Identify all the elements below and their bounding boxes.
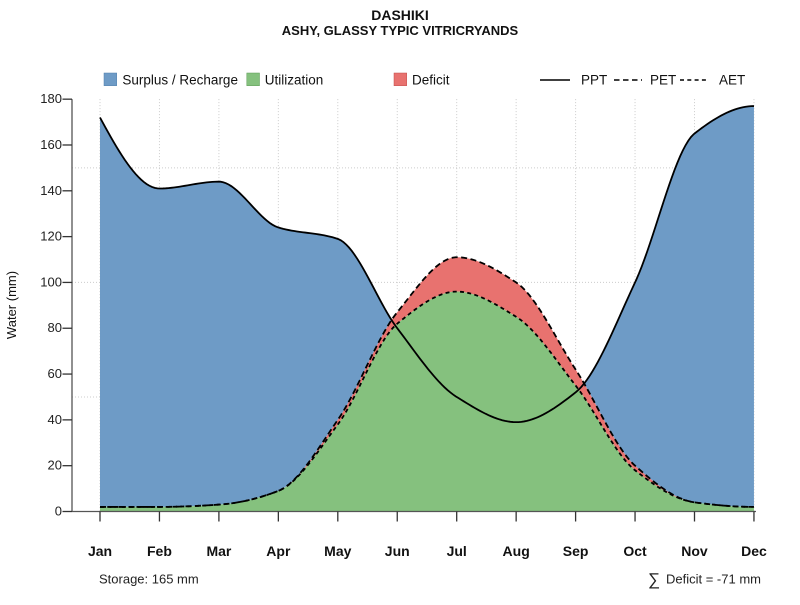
svg-text:Feb: Feb	[147, 543, 172, 559]
svg-text:Jun: Jun	[385, 543, 410, 559]
svg-text:Mar: Mar	[206, 543, 231, 559]
svg-text:ASHY, GLASSY TYPIC VITRICRYAND: ASHY, GLASSY TYPIC VITRICRYANDS	[282, 23, 519, 38]
svg-text:Oct: Oct	[623, 543, 647, 559]
svg-text:Nov: Nov	[681, 543, 708, 559]
svg-text:80: 80	[48, 320, 62, 335]
svg-text:Jul: Jul	[447, 543, 467, 559]
svg-text:Utilization: Utilization	[265, 73, 324, 88]
svg-text:Apr: Apr	[266, 543, 291, 559]
svg-text:Surplus / Recharge: Surplus / Recharge	[122, 73, 238, 88]
svg-text:Dec: Dec	[741, 543, 767, 559]
svg-text:Jan: Jan	[88, 543, 112, 559]
svg-text:PET: PET	[650, 73, 676, 88]
svg-text:PPT: PPT	[581, 73, 607, 88]
svg-text:Aug: Aug	[503, 543, 530, 559]
svg-text:160: 160	[40, 137, 62, 152]
svg-text:May: May	[324, 543, 351, 559]
svg-text:60: 60	[48, 366, 62, 381]
svg-text:Storage: 165 mm: Storage: 165 mm	[99, 572, 199, 587]
svg-text:0: 0	[55, 504, 62, 519]
svg-text:DASHIKI: DASHIKI	[371, 7, 429, 23]
svg-text:120: 120	[40, 229, 62, 244]
svg-text:AET: AET	[719, 73, 745, 88]
svg-text:Deficit: Deficit	[412, 73, 450, 88]
svg-text:100: 100	[40, 274, 62, 289]
svg-text:Sep: Sep	[563, 543, 589, 559]
svg-text:40: 40	[48, 412, 62, 427]
svg-text:Deficit = -71 mm: Deficit = -71 mm	[666, 572, 761, 587]
svg-text:20: 20	[48, 458, 62, 473]
svg-text:180: 180	[40, 91, 62, 106]
svg-text:Water (mm): Water (mm)	[4, 271, 19, 339]
svg-text:140: 140	[40, 183, 62, 198]
svg-text:∑: ∑	[648, 570, 660, 589]
